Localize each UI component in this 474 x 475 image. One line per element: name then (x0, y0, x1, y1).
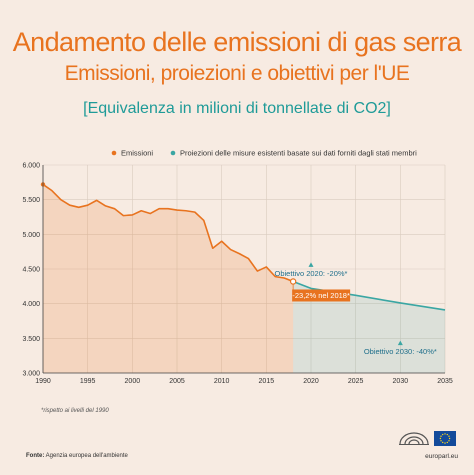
footnote: *rispetto ai livelli del 1990 (41, 408, 109, 414)
area-fills (43, 184, 445, 373)
eu-star-icon (446, 441, 448, 444)
callout-label: -23,2% nel 2018* (292, 291, 350, 300)
x-tick-label: 2020 (303, 378, 319, 385)
chart-subtitle: Emissioni, proiezioni e obiettivi per l'… (64, 62, 410, 85)
x-tick-label: 2005 (169, 378, 185, 385)
eu-star-icon (439, 437, 442, 440)
eu-star-icon (442, 433, 444, 436)
legend-label: Emissioni (121, 149, 153, 158)
legend-label: Proiezioni delle misure esistenti basate… (180, 149, 417, 158)
eu-star-icon (448, 437, 451, 440)
callout-point (289, 278, 297, 285)
x-tick-label: 2010 (214, 378, 230, 385)
source-label: Fonte: (26, 453, 45, 459)
y-tick-label: 5.000 (22, 232, 40, 239)
eu-star-icon (442, 441, 444, 444)
source-note: Fonte: Agenzia europea dell'ambiente (26, 453, 128, 459)
target-label: Obiettivo 2030: -40%* (364, 347, 437, 356)
x-tick-label: 2030 (393, 378, 409, 385)
eu-star-icon (440, 435, 442, 437)
eu-star-icon (444, 442, 446, 444)
y-tick-label: 3.500 (22, 336, 40, 343)
target-marker-icon (308, 262, 314, 267)
y-tick-label: 3.000 (22, 371, 40, 378)
callout-box (292, 289, 351, 302)
target-label: Obiettivo 2020: -20%* (275, 269, 348, 278)
site-url[interactable]: europarl.eu (425, 453, 458, 460)
y-tick-label: 6.000 (22, 163, 40, 170)
x-tick-label: 1995 (80, 378, 96, 385)
eu-star-icon (440, 440, 442, 442)
eu-star-icon (448, 440, 450, 442)
series-line (292, 280, 446, 311)
y-tick-label: 4.500 (22, 267, 40, 274)
legend: Emissioni Proiezioni delle misure esisten… (111, 149, 417, 158)
eu-flag-icon (434, 431, 456, 446)
y-tick-label: 5.500 (22, 197, 40, 204)
series-line (42, 183, 294, 283)
chart-title: Andamento delle emissioni di gas serra (12, 27, 462, 57)
annotations: Obiettivo 2020: -20%* Obiettivo 2030: -40… (275, 262, 437, 356)
parliament-logo-icon (399, 432, 429, 445)
x-tick-label: 2000 (125, 378, 141, 385)
unit-label: [Equivalenza in milioni di tonnellate di… (83, 100, 391, 117)
eu-star-icon (444, 433, 446, 435)
x-tick-label: 2015 (259, 378, 275, 385)
x-tick-label: 2035 (437, 378, 453, 385)
x-tick-label: 1990 (35, 378, 51, 385)
legend-marker (111, 150, 117, 156)
source-text: Agenzia europea dell'ambiente (45, 453, 128, 459)
y-tick-label: 4.000 (22, 301, 40, 308)
target-marker-icon (397, 340, 403, 346)
series-area (43, 184, 294, 373)
eu-star-icon (448, 435, 450, 437)
x-tick-label: 2025 (348, 378, 364, 385)
eu-star-icon (446, 433, 448, 436)
legend-marker (170, 150, 176, 156)
